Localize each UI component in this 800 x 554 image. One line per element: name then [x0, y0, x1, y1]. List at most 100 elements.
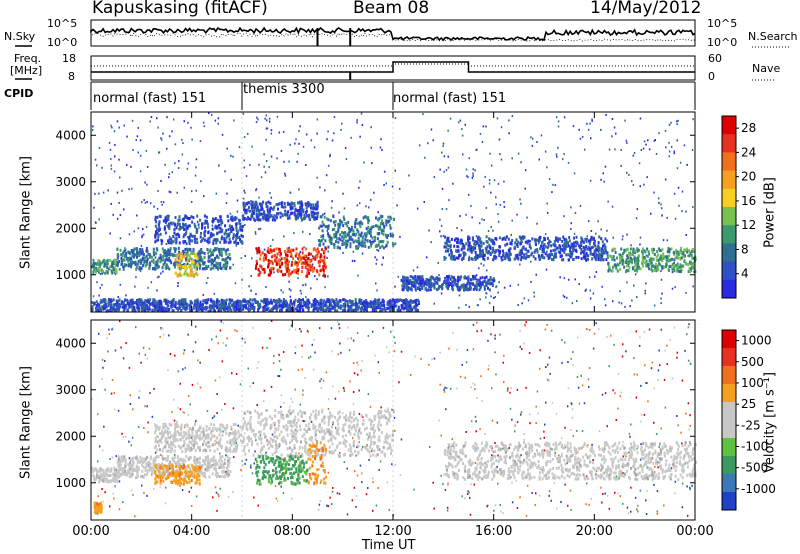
- echo-cell: [524, 240, 527, 244]
- echo-cell: [492, 277, 495, 281]
- echo-cell: [147, 252, 150, 256]
- scatter-point: [555, 153, 558, 156]
- echo-cell: [200, 231, 202, 235]
- echo-cell: [131, 254, 134, 258]
- scatter-point: [242, 112, 245, 115]
- echo-cell: [174, 237, 177, 241]
- echo-cell: [313, 206, 316, 210]
- scatter-point: [519, 263, 521, 266]
- echo-cell: [322, 269, 325, 273]
- echo-cell: [172, 309, 175, 313]
- echo-cell: [162, 263, 165, 267]
- echo-cell: [414, 309, 417, 313]
- echo-cell: [265, 253, 268, 257]
- echo-cell: [524, 256, 527, 260]
- echo-cell: [582, 250, 585, 254]
- echo-cell: [401, 284, 404, 288]
- scatter-point: [574, 278, 576, 281]
- echo-cell: [226, 264, 229, 268]
- echo-cell: [214, 264, 217, 267]
- scatter-point: [676, 123, 678, 126]
- echo-cell: [690, 253, 693, 257]
- echo-cell: [260, 203, 263, 207]
- echo-cell: [616, 256, 618, 260]
- echo-cell: [277, 207, 279, 211]
- echo-cell: [251, 215, 254, 219]
- echo-cell: [247, 217, 250, 221]
- echo-cell: [365, 234, 368, 238]
- scatter-point: [486, 269, 488, 272]
- echo-cell: [603, 243, 606, 247]
- echo-cell: [371, 308, 374, 312]
- scatter-point: [352, 250, 355, 253]
- scatter-point: [154, 256, 157, 259]
- scatter-point: [662, 239, 665, 242]
- echo-cell: [650, 261, 653, 265]
- echo-cell: [230, 299, 233, 303]
- echo-cell: [623, 250, 626, 254]
- echo-cell: [262, 258, 265, 262]
- echo-cell: [105, 260, 108, 264]
- echo-cell: [289, 207, 292, 211]
- echo-cell: [649, 262, 652, 266]
- scatter-point: [98, 294, 100, 297]
- echo-cell: [478, 278, 481, 282]
- echo-cell: [325, 304, 327, 307]
- scatter-point: [386, 237, 388, 240]
- echo-cell: [305, 305, 308, 309]
- echo-cell: [195, 237, 198, 241]
- echo-cell: [188, 224, 191, 228]
- echo-cell: [124, 248, 127, 252]
- scatter-point: [126, 135, 128, 138]
- scatter-point: [645, 282, 647, 285]
- echo-cell: [264, 213, 266, 217]
- scatter-point: [585, 288, 587, 291]
- scatter-point: [233, 119, 235, 122]
- echo-cell: [626, 254, 629, 258]
- echo-cell: [293, 303, 296, 307]
- echo-cell: [272, 306, 275, 310]
- echo-cell: [140, 301, 143, 305]
- echo-cell: [396, 308, 399, 312]
- echo-cell: [479, 244, 482, 248]
- scatter-point: [467, 176, 469, 179]
- scatter-point: [442, 145, 444, 148]
- echo-cell: [111, 306, 114, 310]
- scatter-point: [556, 155, 558, 158]
- echo-cell: [352, 303, 355, 307]
- echo-cell: [179, 274, 182, 277]
- scatter-point: [586, 237, 588, 240]
- echo-cell: [625, 249, 628, 253]
- scatter-point: [255, 189, 257, 192]
- echo-cell: [276, 212, 279, 216]
- echo-cell: [163, 250, 166, 253]
- scatter-point: [474, 169, 476, 172]
- scatter-point: [268, 306, 270, 309]
- echo-cell: [154, 218, 157, 222]
- scatter-point: [298, 142, 300, 145]
- echo-cell: [218, 248, 220, 252]
- echo-cell: [596, 248, 599, 252]
- echo-cell: [491, 284, 494, 287]
- echo-cell: [157, 309, 160, 313]
- echo-cell: [92, 258, 95, 262]
- echo-cell: [221, 301, 224, 305]
- echo-cell: [659, 254, 662, 258]
- echo-cell: [575, 240, 578, 244]
- echo-cell: [495, 249, 497, 253]
- echo-cell: [253, 217, 255, 221]
- echo-cell: [210, 299, 213, 303]
- echo-cell: [269, 248, 272, 252]
- echo-cell: [97, 308, 100, 312]
- echo-cell: [304, 258, 307, 262]
- echo-cell: [202, 306, 205, 310]
- echo-cell: [534, 257, 537, 261]
- echo-cell: [253, 203, 256, 207]
- echo-cell: [252, 212, 255, 215]
- echo-cell: [422, 283, 425, 287]
- echo-cell: [443, 245, 446, 249]
- echo-cell: [158, 256, 161, 260]
- echo-cell: [280, 257, 283, 261]
- echo-cell: [645, 259, 648, 263]
- echo-cell: [272, 254, 275, 258]
